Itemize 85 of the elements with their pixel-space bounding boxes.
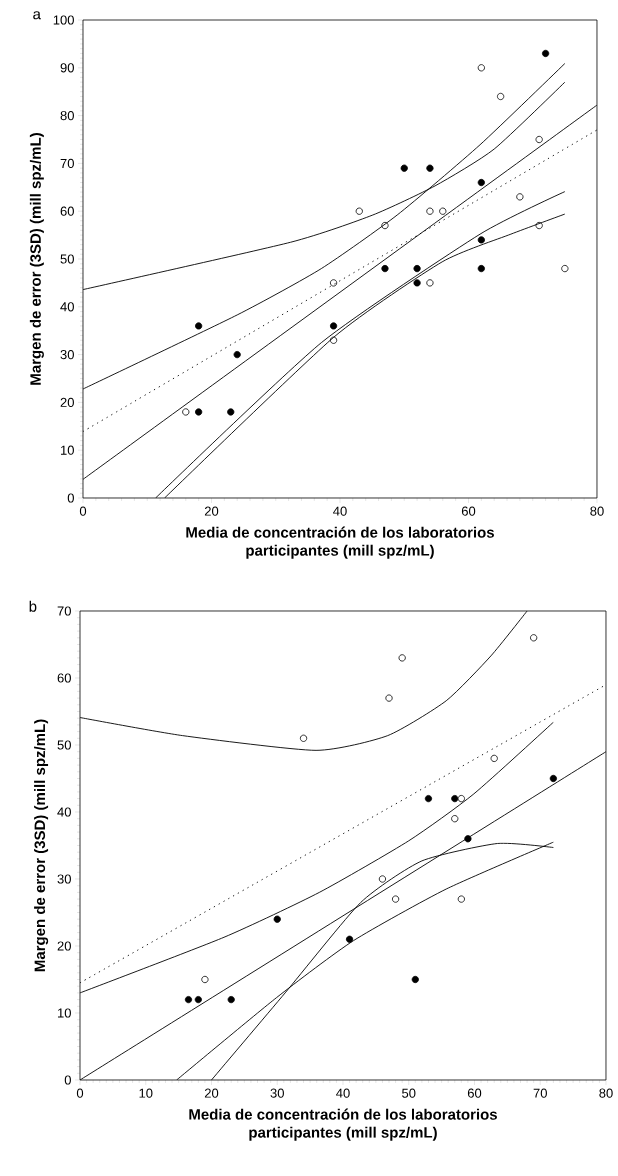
- point: [227, 408, 235, 416]
- point: [345, 935, 354, 943]
- point: [195, 408, 203, 416]
- point: [201, 975, 209, 984]
- point: [477, 264, 485, 273]
- y-tick-label: 10: [57, 1008, 71, 1018]
- x-tick-label: 30: [270, 1088, 284, 1098]
- x-tick-label: 60: [467, 1088, 482, 1098]
- y-tick-label: 10: [60, 445, 74, 455]
- point: [477, 64, 485, 72]
- y-tick-label: 60: [57, 673, 71, 683]
- point: [426, 279, 434, 287]
- y-axis-title: Margen de error (3SD) (mill spz/mL): [29, 133, 44, 385]
- text: b: [29, 600, 37, 612]
- x-tick-label: 50: [402, 1088, 416, 1098]
- point: [516, 193, 524, 201]
- point: [477, 178, 485, 187]
- point: [329, 279, 338, 287]
- x-tick-label: 80: [599, 1088, 613, 1098]
- point: [413, 279, 421, 287]
- y-tick-label: 50: [57, 740, 71, 750]
- point: [464, 835, 472, 843]
- y-tick-label: 50: [60, 254, 74, 264]
- point: [227, 995, 235, 1004]
- point: [490, 754, 498, 762]
- x-axis-title: Media de concentración de los laboratorios participantes (mill spz/mL): [189, 1108, 497, 1141]
- point: [497, 92, 505, 101]
- point: [355, 207, 363, 215]
- x-tick-label: 60: [461, 506, 476, 516]
- x-tick-label: 40: [336, 1088, 350, 1098]
- x-tick-label: 20: [204, 1088, 219, 1098]
- point: [194, 995, 202, 1004]
- x-tick-label: 10: [139, 1088, 153, 1098]
- point: [457, 794, 465, 803]
- point: [426, 164, 434, 172]
- point: [413, 264, 421, 273]
- y-tick-label: 80: [60, 111, 74, 121]
- y-tick-label: 70: [60, 158, 74, 168]
- point: [378, 875, 387, 883]
- point: [426, 207, 434, 215]
- point: [233, 351, 241, 359]
- y-tick-label: 60: [60, 206, 74, 216]
- y-tick-label: 0: [64, 1075, 71, 1085]
- point: [477, 236, 485, 244]
- point: [385, 694, 393, 702]
- y-tick-label: 20: [60, 397, 74, 407]
- y-tick-label: 40: [60, 302, 74, 312]
- point: [182, 408, 190, 416]
- point: [451, 794, 459, 803]
- x-tick-label: 40: [333, 506, 347, 516]
- point: [424, 794, 433, 803]
- y-tick-label: 40: [57, 807, 71, 817]
- y-tick-label: 30: [57, 874, 71, 884]
- point: [549, 774, 557, 783]
- point: [391, 895, 400, 903]
- y-tick-label: 20: [57, 941, 71, 951]
- point: [535, 135, 543, 144]
- point: [457, 895, 465, 903]
- point: [439, 207, 447, 215]
- y-tick-label: 90: [60, 63, 74, 73]
- point: [541, 49, 550, 58]
- point: [184, 995, 193, 1004]
- point: [299, 734, 308, 742]
- y-tick-label: 100: [53, 15, 74, 25]
- text: a: [33, 11, 41, 20]
- point: [400, 164, 408, 172]
- x-axis-title: Media de concentración de los laboratorios participantes (mill spz/mL): [186, 526, 494, 559]
- point: [411, 975, 419, 984]
- point: [398, 654, 406, 662]
- point: [273, 915, 281, 923]
- y-tick-label: 0: [67, 493, 74, 503]
- x-tick-label: 70: [533, 1088, 547, 1098]
- point: [530, 634, 538, 642]
- point: [451, 815, 459, 823]
- point: [329, 322, 338, 330]
- x-tick-label: 20: [204, 506, 219, 516]
- point: [381, 264, 389, 273]
- y-tick-label: 70: [57, 606, 71, 616]
- x-tick-label: 0: [76, 1088, 84, 1098]
- x-tick-label: 0: [79, 506, 87, 516]
- x-tick-label: 80: [590, 506, 604, 516]
- point: [561, 264, 569, 273]
- y-tick-label: 30: [60, 349, 74, 360]
- point: [195, 322, 203, 330]
- y-axis-title: Margen de error (3SD) (mill spz/mL): [34, 719, 49, 972]
